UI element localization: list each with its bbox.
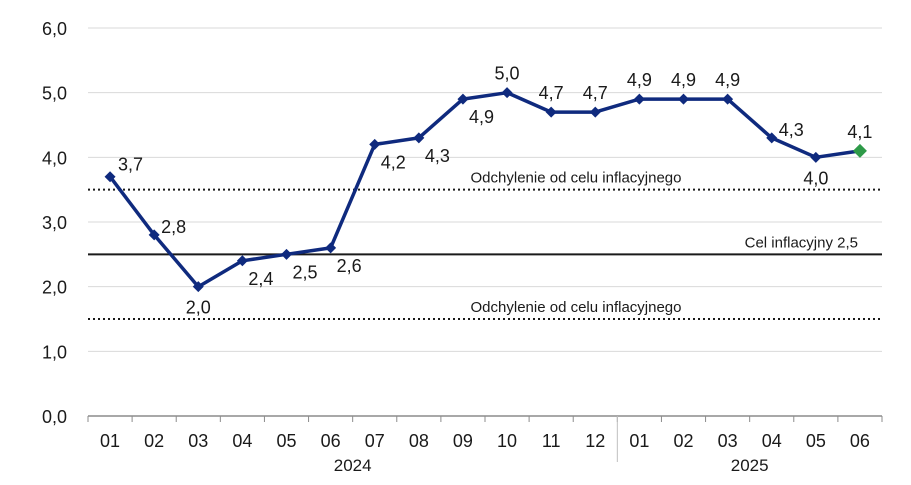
x-tick-label: 12 (585, 431, 605, 451)
x-tick-label: 09 (453, 431, 473, 451)
data-label: 4,7 (539, 83, 564, 103)
data-point (325, 242, 337, 254)
data-point (104, 171, 116, 183)
data-point (148, 229, 160, 241)
data-label: 4,7 (583, 83, 608, 103)
data-label: 4,9 (671, 70, 696, 90)
x-tick-label: 10 (497, 431, 517, 451)
data-point (766, 132, 778, 144)
data-point (810, 151, 822, 163)
data-label: 2,0 (186, 298, 211, 318)
data-label: 4,9 (627, 70, 652, 90)
deviation-label: Odchylenie od celu inflacyjnego (471, 299, 682, 316)
data-point (722, 93, 734, 105)
data-label: 4,0 (803, 168, 828, 188)
data-label: 2,8 (161, 217, 186, 237)
x-tick-label: 05 (276, 431, 296, 451)
data-label: 5,0 (495, 64, 520, 84)
y-tick-label: 6,0 (42, 19, 67, 39)
data-label: 4,3 (779, 120, 804, 140)
x-tick-label: 08 (409, 431, 429, 451)
data-point (457, 93, 469, 105)
data-point (678, 93, 689, 105)
data-label: 4,1 (847, 122, 872, 142)
y-tick-label: 3,0 (42, 213, 67, 233)
y-tick-label: 5,0 (42, 84, 67, 104)
data-label: 2,5 (293, 262, 318, 282)
y-tick-label: 2,0 (42, 278, 67, 298)
y-tick-label: 0,0 (42, 407, 67, 427)
data-point (236, 255, 248, 267)
data-label: 4,3 (425, 146, 450, 166)
data-point (633, 93, 645, 105)
data-point (413, 132, 425, 144)
data-point (852, 143, 867, 158)
data-point (369, 138, 381, 150)
x-tick-label: 03 (718, 431, 738, 451)
data-point (192, 281, 204, 293)
x-tick-label: 06 (321, 431, 341, 451)
y-tick-label: 1,0 (42, 342, 67, 362)
x-tick-label: 01 (629, 431, 649, 451)
data-point (501, 87, 513, 99)
x-tick-label: 04 (762, 431, 782, 451)
x-tick-label: 01 (100, 431, 120, 451)
y-tick-label: 4,0 (42, 148, 67, 168)
series-line (108, 90, 861, 289)
data-label: 4,9 (715, 70, 740, 90)
data-label: 3,7 (118, 155, 143, 175)
data-point (545, 106, 557, 118)
x-tick-label: 11 (542, 431, 561, 451)
data-point (281, 248, 292, 260)
x-tick-label: 05 (806, 431, 826, 451)
data-label: 2,4 (248, 269, 273, 289)
x-tick-label: 07 (365, 431, 385, 451)
year-label: 2025 (731, 456, 769, 475)
x-tick-label: 04 (232, 431, 252, 451)
data-point (589, 106, 601, 118)
x-tick-label: 02 (144, 431, 164, 451)
x-tick-label: 02 (673, 431, 693, 451)
year-label: 2024 (334, 456, 372, 475)
data-label: 4,9 (469, 107, 494, 127)
target-label: Cel inflacyjny 2,5 (745, 234, 858, 251)
x-tick-label: 03 (188, 431, 208, 451)
data-label: 2,6 (337, 256, 362, 276)
data-label: 4,2 (381, 152, 406, 172)
x-tick-label: 06 (850, 431, 870, 451)
deviation-label: Odchylenie od celu inflacyjnego (471, 170, 682, 187)
